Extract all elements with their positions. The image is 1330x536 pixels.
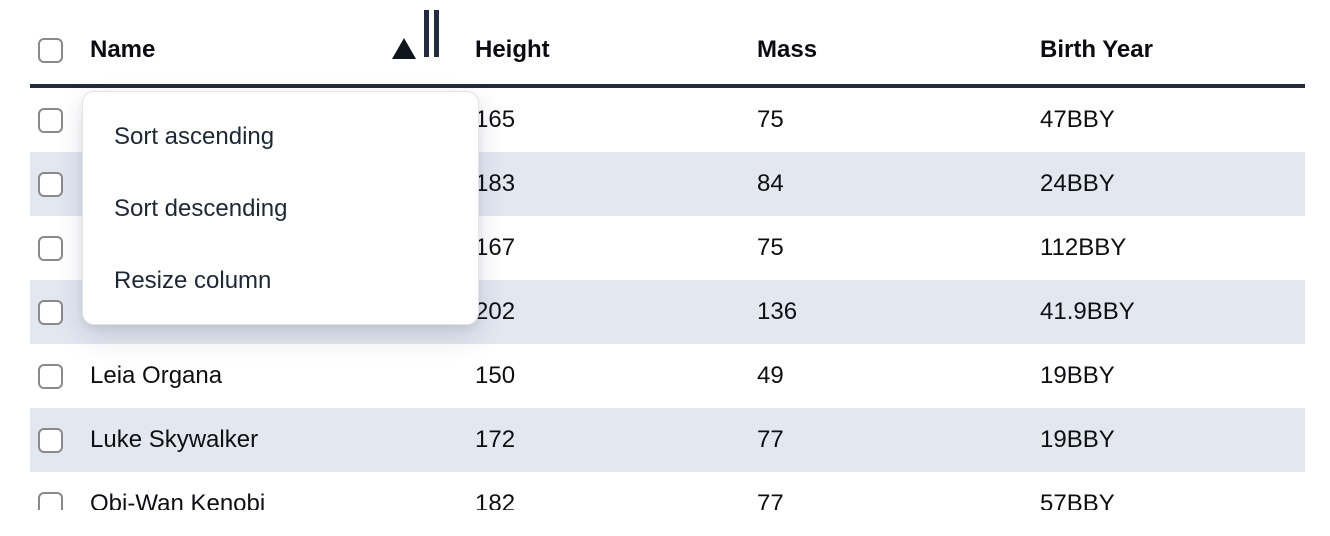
cell-height: 182: [475, 490, 516, 510]
cell-mass: 77: [757, 426, 784, 453]
column-header-birth-year-label: Birth Year: [1040, 36, 1153, 63]
cell-birth-year: 112BBY: [1040, 234, 1127, 261]
row-checkbox[interactable]: [38, 363, 63, 389]
resize-bar-icon: [434, 10, 439, 57]
row-checkbox[interactable]: [38, 427, 63, 453]
column-header-mass[interactable]: Mass: [757, 16, 1040, 84]
cell-height: 150: [475, 362, 516, 389]
cell-birth-year: 41.9BBY: [1040, 298, 1135, 325]
cell-mass: 84: [757, 170, 784, 197]
menu-item-sort-ascending[interactable]: Sort ascending: [114, 123, 275, 150]
cell-birth-year: 24BBY: [1040, 170, 1115, 197]
cell-name: Leia Organa: [90, 362, 223, 389]
header-select-cell: [30, 16, 90, 84]
cell-mass: 75: [757, 106, 784, 133]
table-row: Leia Organa 150 49 19BBY: [30, 344, 1305, 408]
column-header-name-label: Name: [90, 36, 156, 63]
resize-bar-icon: [424, 10, 429, 57]
menu-item-sort-descending[interactable]: Sort descending: [114, 195, 288, 222]
column-header-name[interactable]: Name: [90, 10, 475, 84]
row-checkbox[interactable]: [38, 107, 63, 133]
cell-birth-year: 57BBY: [1040, 490, 1115, 510]
row-checkbox[interactable]: [38, 491, 63, 510]
menu-item-resize-column[interactable]: Resize column: [114, 267, 272, 294]
cell-birth-year: 19BBY: [1040, 362, 1115, 389]
cell-height: 165: [475, 106, 516, 133]
row-checkbox[interactable]: [38, 171, 63, 197]
cell-mass: 136: [757, 298, 798, 325]
cell-height: 202: [475, 298, 516, 325]
table-viewport: Name Height Mass Birth Year 165: [30, 0, 1305, 510]
column-header-birth-year[interactable]: Birth Year: [1040, 16, 1305, 84]
cell-birth-year: 19BBY: [1040, 426, 1115, 453]
select-all-checkbox[interactable]: [38, 37, 63, 63]
cell-height: 167: [475, 234, 516, 261]
column-header-height[interactable]: Height: [475, 16, 757, 84]
table-header-row: Name Height Mass Birth Year: [30, 0, 1305, 88]
cell-mass: 77: [757, 490, 784, 510]
column-context-menu: Sort ascending Sort descending Resize co…: [82, 91, 479, 325]
table-row: Luke Skywalker 172 77 19BBY: [30, 408, 1305, 472]
cell-name: Obi-Wan Kenobi: [90, 490, 266, 510]
table-row: Obi-Wan Kenobi 182 77 57BBY: [30, 472, 1305, 510]
cell-mass: 75: [757, 234, 784, 261]
row-checkbox[interactable]: [38, 235, 63, 261]
column-header-height-label: Height: [475, 36, 550, 63]
row-checkbox[interactable]: [38, 299, 63, 325]
column-header-mass-label: Mass: [757, 36, 818, 63]
cell-birth-year: 47BBY: [1040, 106, 1115, 133]
cell-height: 172: [475, 426, 516, 453]
cell-height: 183: [475, 170, 516, 197]
cell-name: Luke Skywalker: [90, 426, 259, 453]
column-resize-handle[interactable]: [424, 10, 439, 57]
cell-mass: 49: [757, 362, 784, 389]
sort-ascending-icon: [392, 38, 416, 59]
